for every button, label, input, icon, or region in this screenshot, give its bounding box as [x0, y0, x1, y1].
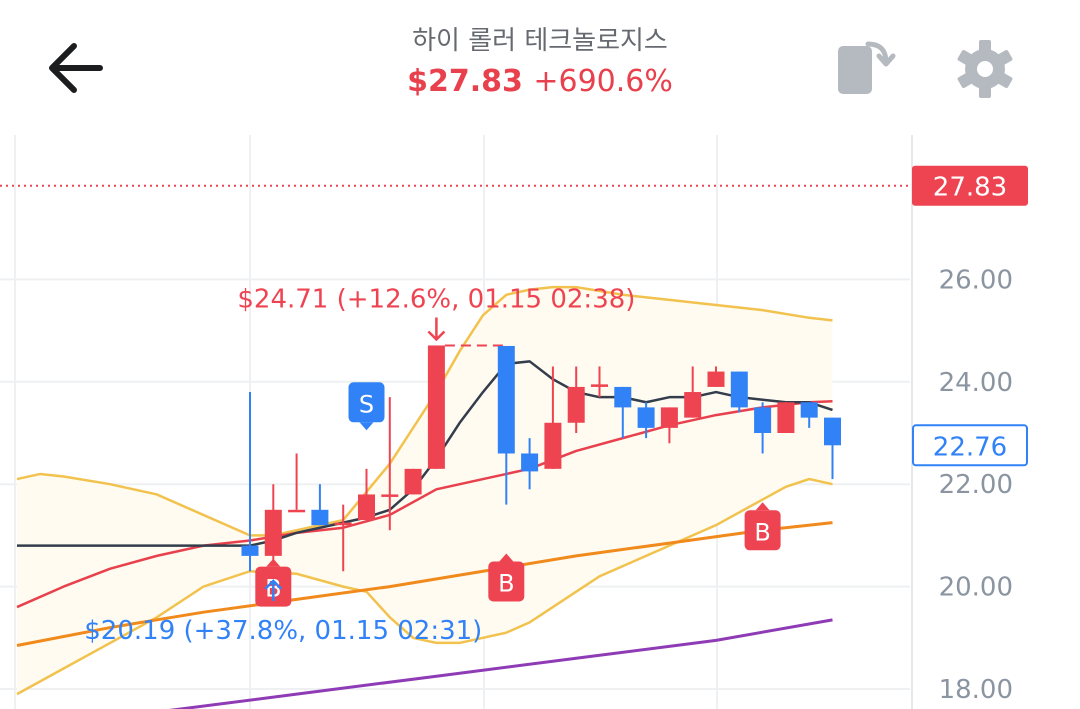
- candle: [591, 366, 608, 398]
- high-arrow-icon: [427, 317, 446, 342]
- candle: [404, 468, 422, 495]
- candle-body: [754, 407, 772, 433]
- price-chart[interactable]: SB BB$24.71 (+12.6%, 01.15 02:38)$20.19 (…: [0, 135, 1080, 709]
- candle: [684, 366, 702, 418]
- candle-body: [707, 371, 725, 387]
- y-tick-label: 18.00: [939, 675, 1013, 705]
- candle: [311, 484, 329, 526]
- candle: [800, 402, 818, 428]
- candle: [660, 407, 678, 444]
- candle: [241, 392, 259, 572]
- candle-body: [521, 453, 539, 472]
- signal-pointer: [359, 422, 374, 431]
- buy-signal-marker: B: [744, 502, 781, 551]
- signal-label: S: [359, 390, 374, 418]
- low-arrow-icon: [264, 579, 283, 601]
- signal-pointer: [266, 558, 281, 567]
- candle: [567, 366, 585, 433]
- signal-label: B: [498, 569, 514, 597]
- last-price-tag: [912, 424, 1028, 467]
- price-change: +690.6%: [533, 64, 673, 99]
- candle-body: [660, 407, 678, 428]
- ma-mid-line: [16, 400, 833, 609]
- header-bar: 하이 롤러 테크놀로지스 $27.83 +690.6%: [0, 0, 1080, 135]
- candle: [358, 468, 375, 521]
- candle-body: [591, 384, 608, 387]
- y-tick-label: 20.00: [939, 573, 1013, 603]
- candle-body: [567, 386, 585, 423]
- signal-badge: [488, 561, 525, 602]
- title-block: 하이 롤러 테크놀로지스 $27.83 +690.6%: [300, 24, 780, 104]
- sell-signal-marker: S: [348, 382, 385, 431]
- candle: [334, 504, 352, 572]
- signal-badge: [744, 510, 781, 551]
- ma-long-line: [16, 521, 833, 647]
- candle: [754, 402, 772, 454]
- stock-name: 하이 롤러 테크놀로지스: [412, 26, 668, 56]
- rotate-screen-button[interactable]: [832, 36, 896, 100]
- candle-body: [777, 402, 795, 433]
- back-button[interactable]: [40, 36, 110, 100]
- price-summary: $27.83 +690.6%: [300, 60, 780, 104]
- candle: [288, 453, 306, 513]
- candle-body: [427, 345, 445, 469]
- candle: [521, 438, 539, 490]
- current-price-tag-label: 27.83: [933, 173, 1007, 203]
- candle: [381, 397, 399, 531]
- candle: [614, 386, 632, 439]
- signal-badge: [348, 382, 385, 423]
- candle: [544, 366, 562, 469]
- rotate-screen-icon: [838, 41, 896, 94]
- candle: [427, 345, 445, 469]
- candlesticks: [241, 345, 841, 572]
- current-price: $27.83: [407, 64, 523, 99]
- candle: [264, 484, 282, 561]
- buy-signal-marker: B: [488, 553, 525, 602]
- y-tick-label: 24.00: [939, 368, 1013, 398]
- candle-body: [264, 509, 282, 556]
- candle-body: [497, 345, 515, 454]
- candle: [824, 417, 841, 480]
- candle-body: [684, 392, 702, 418]
- candle: [777, 402, 795, 433]
- settings-button[interactable]: [952, 36, 1018, 102]
- candle: [497, 345, 515, 505]
- signal-pointer: [755, 502, 770, 511]
- y-tick-label: 22.00: [939, 470, 1013, 500]
- candle-body: [311, 509, 329, 526]
- candle-body: [288, 509, 306, 513]
- high-annotation: $24.71 (+12.6%, 01.15 02:38): [237, 284, 635, 314]
- ma-xlong-line: [168, 618, 833, 709]
- candle-body: [637, 407, 655, 428]
- trade-markers: SB BB$24.71 (+12.6%, 01.15 02:38)$20.19 (…: [84, 284, 781, 646]
- candle-body: [241, 545, 259, 556]
- candle-body: [404, 468, 422, 495]
- last-price-tag-label: 22.76: [933, 432, 1007, 462]
- bollinger-lower-line: [16, 477, 833, 696]
- price-axis: 18.00 20.00 22.00 24.00 26.00 27.83 22.76: [912, 165, 1028, 705]
- candle: [637, 402, 655, 439]
- y-tick-label: 26.00: [939, 265, 1013, 295]
- candle-body: [334, 522, 352, 526]
- candle: [707, 366, 725, 387]
- signal-label: B: [754, 518, 770, 546]
- low-annotation: $20.19 (+37.8%, 01.15 02:31): [84, 616, 482, 646]
- gear-icon: [957, 40, 1013, 98]
- candle-body: [730, 371, 748, 408]
- signal-pointer: [499, 553, 514, 562]
- candle-body: [544, 422, 562, 469]
- current-price-tag: [912, 165, 1028, 206]
- candle-body: [381, 494, 399, 497]
- candle: [730, 371, 748, 413]
- candle-body: [358, 494, 375, 521]
- candle-body: [824, 417, 841, 446]
- candle-body: [800, 402, 818, 418]
- candle-body: [614, 386, 632, 408]
- arrow-left-icon: [49, 43, 103, 93]
